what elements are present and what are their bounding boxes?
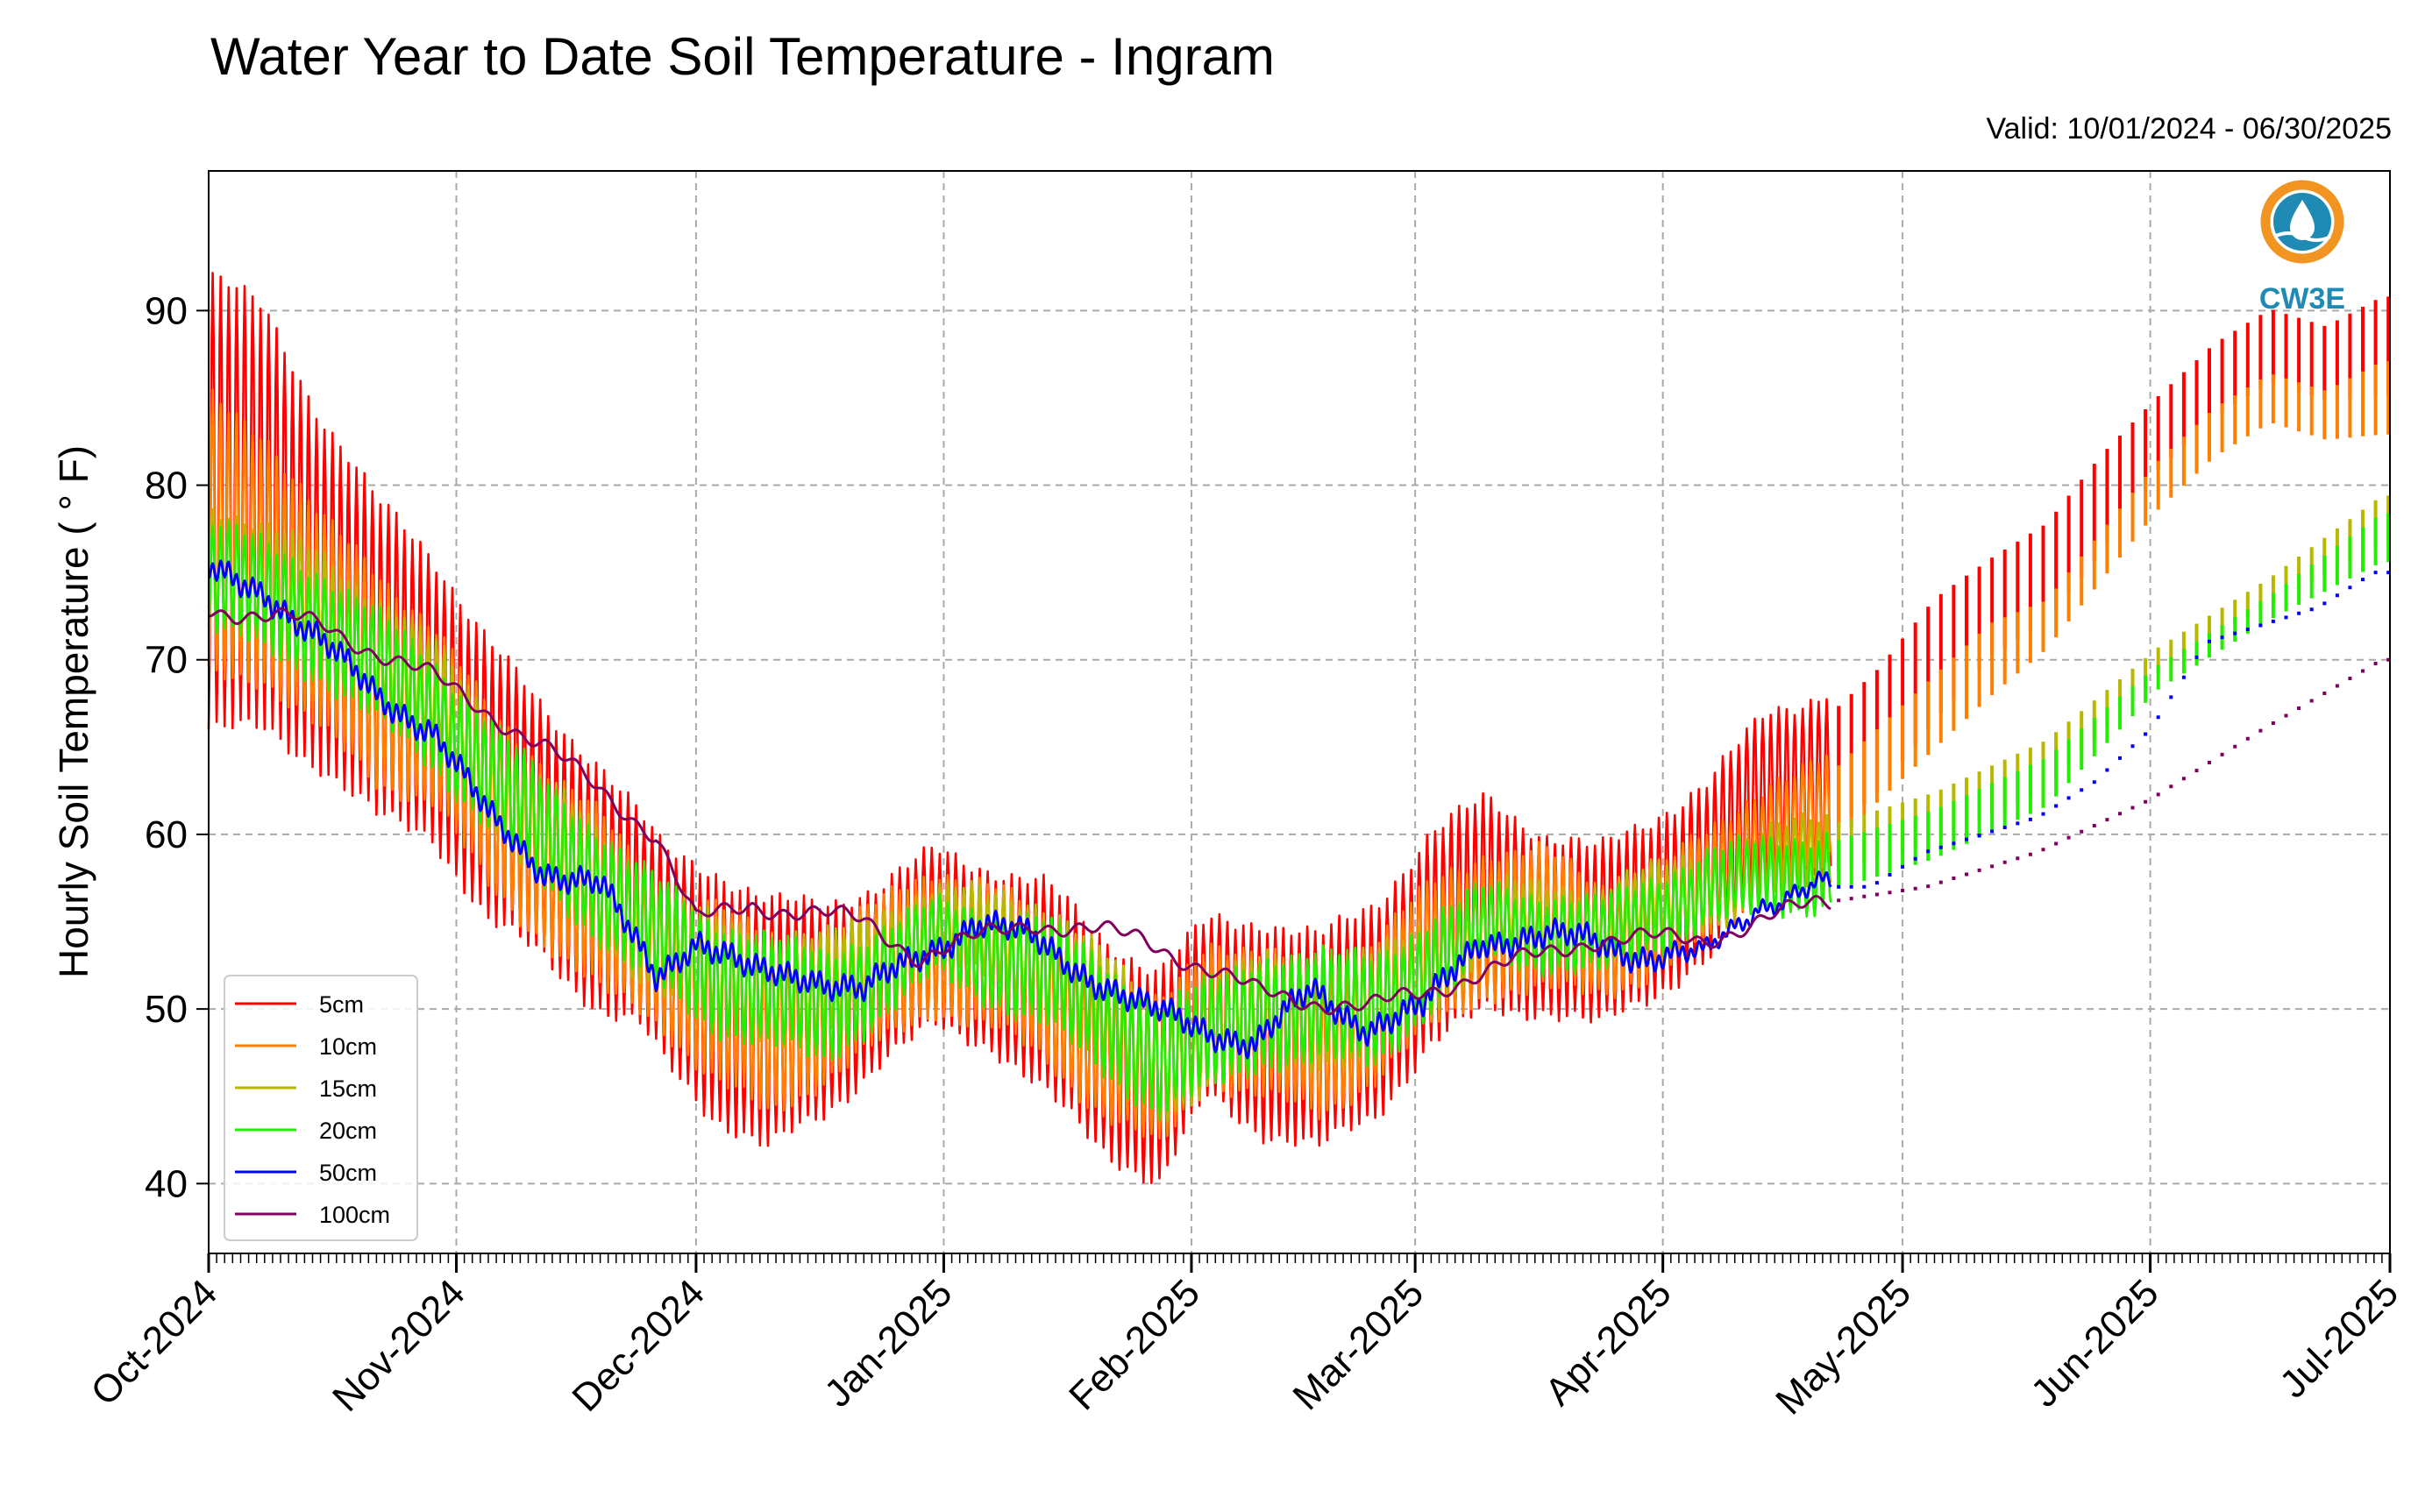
x-tick-label: Feb-2025	[1061, 1271, 1208, 1418]
series-5cm	[207, 272, 2391, 1185]
x-tick-label: Jul-2025	[2272, 1271, 2407, 1406]
y-axis: 40 50 60 70 80 90	[145, 289, 209, 1205]
x-tick-label: Oct-2024	[82, 1271, 225, 1414]
series-50cm	[207, 559, 2391, 1060]
series-10cm-sparse	[1837, 361, 2391, 839]
series-layer	[207, 272, 2391, 1185]
y-axis-label: Hourly Soil Temperature ( ° F)	[51, 445, 96, 978]
series-100cm-sparse	[1837, 657, 2391, 903]
logo-text: CW3E	[2259, 282, 2345, 316]
x-tick-label: Jan-2025	[816, 1271, 960, 1415]
series-100cm-line	[208, 607, 1831, 1016]
series-15cm-sparse	[1837, 495, 2391, 872]
y-tick-label: 80	[145, 465, 188, 508]
x-tick-label: Nov-2024	[324, 1271, 473, 1420]
y-tick-label: 40	[145, 1162, 188, 1205]
legend-label: 5cm	[319, 991, 364, 1018]
x-axis: Oct-2024 Nov-2024 Dec-2024 Jan-2025 Feb-2025…	[82, 1253, 2407, 1423]
series-50cm-sparse	[1837, 571, 2391, 889]
series-10cm-line	[207, 388, 1832, 1139]
y-tick-label: 60	[145, 813, 188, 856]
chart-title: Water Year to Date Soil Temperature - In…	[210, 27, 1275, 86]
legend-label: 50cm	[319, 1160, 377, 1186]
legend-label: 15cm	[319, 1075, 377, 1102]
series-10cm	[207, 361, 2391, 1139]
y-tick-label: 70	[145, 639, 188, 682]
series-5cm-line	[207, 272, 1832, 1185]
x-minor-ticks	[208, 1253, 2391, 1263]
legend: 5cm 10cm 15cm 20cm 50cm 100cm	[224, 975, 418, 1241]
chart-subtitle: Valid: 10/01/2024 - 06/30/2025	[1986, 112, 2392, 146]
plot-frame	[208, 170, 2391, 1254]
x-tick-label: Dec-2024	[564, 1271, 713, 1420]
legend-label: 10cm	[319, 1033, 377, 1060]
grid	[208, 171, 2391, 1253]
x-tick-label: Apr-2025	[1537, 1271, 1680, 1414]
logo-drop-icon	[2290, 200, 2315, 240]
logo-wave-icon	[2273, 231, 2331, 242]
cw3e-logo: CW3E	[2259, 180, 2345, 316]
legend-label: 100cm	[319, 1202, 390, 1228]
series-50cm-line	[207, 559, 1832, 1060]
series-100cm	[208, 607, 2391, 1016]
y-tick-label: 90	[145, 289, 188, 332]
x-tick-label: Jun-2025	[2023, 1271, 2166, 1415]
legend-box	[224, 975, 418, 1241]
series-5cm-sparse	[1837, 296, 2391, 828]
series-20cm-sparse	[1837, 513, 2391, 889]
legend-label: 20cm	[319, 1118, 377, 1144]
y-tick-label: 50	[145, 988, 188, 1031]
x-tick-label: Mar-2025	[1284, 1271, 1432, 1418]
logo-ring-icon	[2260, 180, 2344, 264]
x-tick-label: May-2025	[1767, 1271, 1919, 1423]
